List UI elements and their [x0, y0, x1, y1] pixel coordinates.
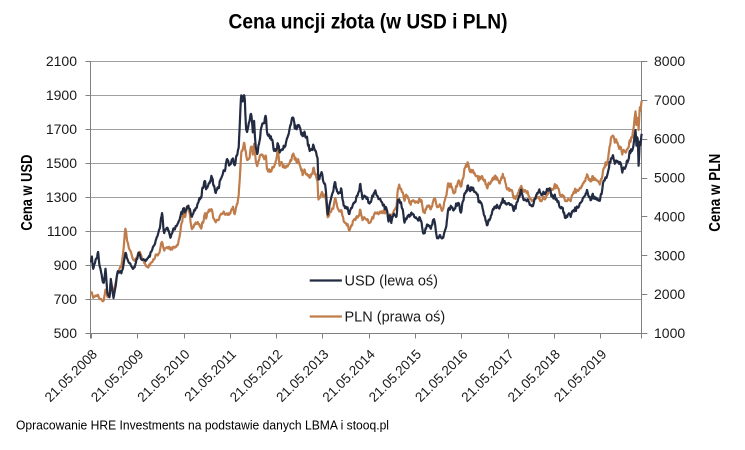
svg-text:8000: 8000	[654, 53, 685, 69]
svg-text:2100: 2100	[46, 53, 77, 69]
svg-text:1900: 1900	[46, 87, 77, 103]
svg-text:900: 900	[54, 257, 78, 273]
svg-text:1000: 1000	[654, 325, 685, 341]
svg-text:3000: 3000	[654, 247, 685, 263]
svg-text:1700: 1700	[46, 121, 77, 137]
svg-text:1500: 1500	[46, 155, 77, 171]
svg-text:1100: 1100	[47, 223, 77, 239]
svg-text:PLN (prawa oś): PLN (prawa oś)	[345, 310, 446, 326]
svg-text:700: 700	[54, 291, 78, 307]
svg-text:Opracowanie HRE Investments na: Opracowanie HRE Investments na podstawie…	[16, 418, 389, 433]
svg-text:USD (lewa oś): USD (lewa oś)	[345, 274, 438, 290]
svg-text:6000: 6000	[654, 131, 685, 147]
svg-text:5000: 5000	[654, 170, 685, 186]
svg-text:7000: 7000	[654, 92, 685, 108]
svg-text:500: 500	[54, 325, 78, 341]
svg-text:4000: 4000	[654, 208, 685, 224]
svg-text:2000: 2000	[654, 286, 685, 302]
svg-text:Cena w PLN: Cena w PLN	[707, 154, 724, 232]
svg-text:Cena uncji złota (w USD i PLN): Cena uncji złota (w USD i PLN)	[229, 11, 508, 34]
svg-text:1300: 1300	[46, 189, 77, 205]
svg-text:Cena w USD: Cena w USD	[19, 155, 36, 231]
